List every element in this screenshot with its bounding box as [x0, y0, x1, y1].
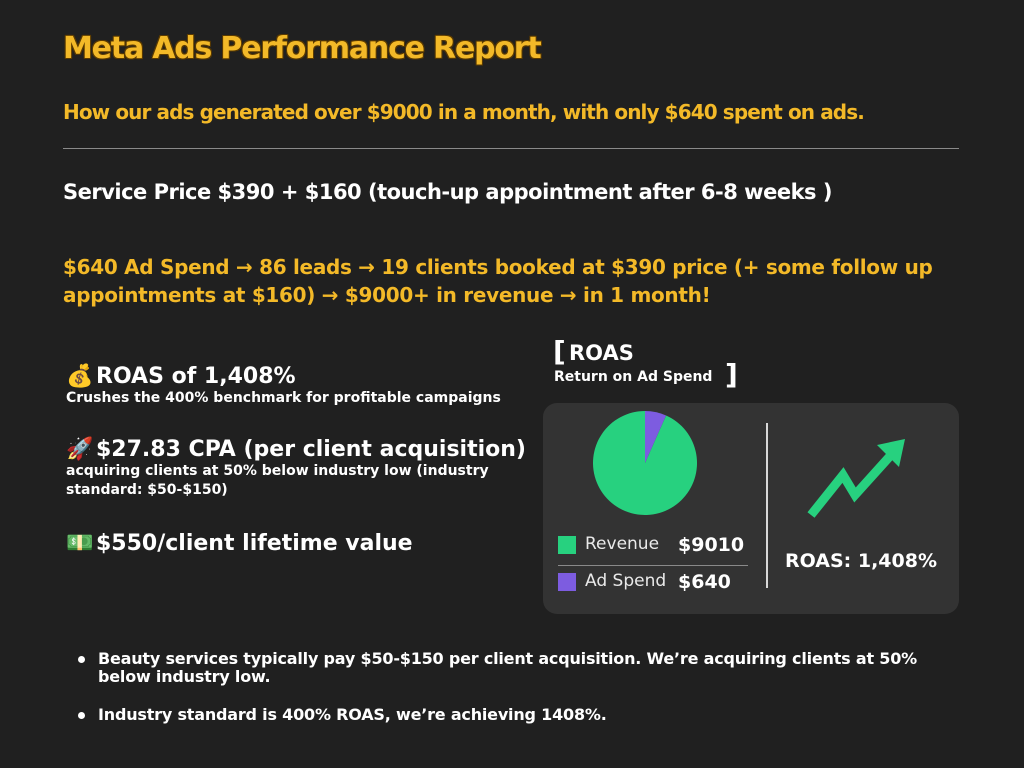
roas-heading-title: ROAS	[569, 341, 634, 365]
stat-roas-headline: 💰 ROAS of 1,408%	[66, 364, 501, 389]
revenue-pie-chart	[593, 411, 698, 515]
funnel-summary-text: $640 Ad Spend → 86 leads → 19 clients bo…	[63, 255, 933, 307]
stat-roas: 💰 ROAS of 1,408% Crushes the 400% benchma…	[66, 364, 501, 408]
trending-up-arrow-icon	[807, 439, 905, 518]
roas-chart-card: Revenue $9010 Ad Spend $640 ROAS: 1,408%	[543, 403, 959, 614]
page-subtitle: How our ads generated over $9000 in a mo…	[63, 100, 865, 124]
bullet-item: Beauty services typically pay $50-$150 p…	[75, 650, 965, 686]
stat-roas-headline-text: ROAS of 1,408%	[96, 364, 296, 389]
roas-bracket-open: [	[553, 335, 566, 368]
legend-value-ad-spend: $640	[678, 571, 731, 593]
stat-cpa: 🚀 $27.83 CPA (per client acquisition) acq…	[66, 437, 526, 500]
legend-label-revenue: Revenue	[585, 534, 660, 554]
legend-label-ad-spend: Ad Spend	[585, 571, 667, 591]
bullet-text: Beauty services typically pay $50-$150 p…	[98, 649, 917, 686]
stat-cpa-detail: acquiring clients at 50% below industry …	[66, 463, 489, 498]
stat-roas-detail: Crushes the 400% benchmark for profitabl…	[66, 390, 501, 406]
legend-divider	[558, 565, 748, 566]
bullet-dot-icon	[78, 712, 85, 719]
bullet-list: Beauty services typically pay $50-$150 p…	[75, 650, 965, 744]
pie-slice-ad-spend	[645, 411, 667, 463]
legend-swatch-revenue	[558, 536, 576, 554]
header-divider	[63, 148, 959, 149]
bullet-item: Industry standard is 400% ROAS, we’re ac…	[75, 706, 965, 724]
service-price-text: Service Price $390 + $160 (touch-up appo…	[63, 180, 832, 204]
bullet-text: Industry standard is 400% ROAS, we’re ac…	[98, 705, 607, 724]
roas-heading-subtitle: Return on Ad Spend	[554, 369, 713, 385]
page-title: Meta Ads Performance Report	[63, 31, 542, 66]
card-divider	[766, 423, 768, 588]
bullet-dot-icon	[78, 656, 85, 663]
dollar-bills-icon: 💵	[66, 531, 94, 556]
stat-ltv-headline: 💵 $550/client lifetime value	[66, 531, 413, 556]
stat-ltv-headline-text: $550/client lifetime value	[96, 531, 413, 556]
stat-cpa-headline: 🚀 $27.83 CPA (per client acquisition)	[66, 437, 526, 462]
money-bag-icon: 💰	[66, 364, 94, 389]
rocket-icon: 🚀	[66, 437, 94, 462]
legend-swatch-ad-spend	[558, 573, 576, 591]
roas-bracket-close: ]	[725, 358, 738, 391]
pie-slice-revenue	[593, 411, 698, 515]
stat-ltv: 💵 $550/client lifetime value	[66, 531, 413, 556]
roas-value-label: ROAS: 1,408%	[785, 550, 938, 572]
stat-cpa-headline-text: $27.83 CPA (per client acquisition)	[96, 437, 526, 462]
legend-value-revenue: $9010	[678, 534, 745, 556]
